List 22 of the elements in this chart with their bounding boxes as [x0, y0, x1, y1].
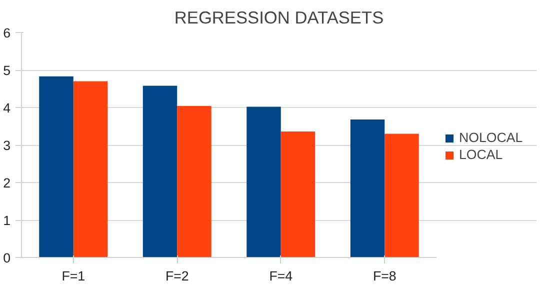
- y-tick-label: 4: [3, 100, 12, 116]
- y-tick-label: 5: [3, 63, 11, 78]
- x-tick-label: F=4: [269, 268, 294, 284]
- bar: [39, 76, 74, 258]
- x-tick-label: F=8: [372, 268, 396, 284]
- y-tick-label: 1: [3, 213, 11, 228]
- x-tick-label: F=1: [62, 268, 86, 284]
- bar: [246, 106, 281, 258]
- y-tick-label: 3: [3, 138, 11, 153]
- y-tick-label: 6: [3, 26, 11, 40]
- bar: [73, 81, 108, 258]
- legend-label: NOLOCAL: [459, 130, 523, 145]
- chart-title: REGRESSION DATASETS: [174, 8, 384, 28]
- y-tick-label: 0: [3, 250, 11, 266]
- legend-label: LOCAL: [459, 147, 503, 162]
- x-tick-label: F=2: [165, 268, 189, 284]
- y-tick-label: 2: [3, 176, 11, 190]
- bar: [280, 132, 316, 258]
- bar: [177, 106, 212, 258]
- bar: [384, 134, 419, 258]
- bar: [350, 120, 385, 258]
- bar: [142, 86, 178, 258]
